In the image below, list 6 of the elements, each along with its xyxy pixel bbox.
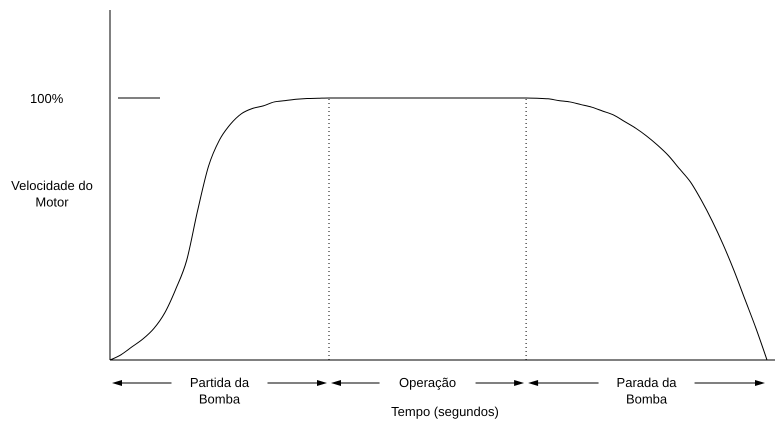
text: Partida da Bomba	[190, 375, 250, 406]
text: Operação	[399, 375, 456, 390]
x-axis-title: Tempo (segundos)	[391, 404, 499, 419]
text: 100%	[30, 91, 64, 106]
text: Parada da Bomba	[616, 375, 678, 406]
y-axis-title: Velocidade do Motor	[11, 178, 93, 210]
